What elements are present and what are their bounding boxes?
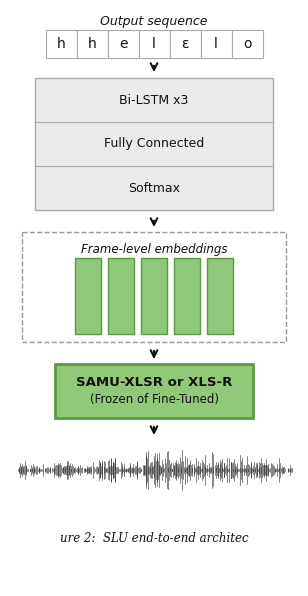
Bar (141, 258, 167, 334)
Bar (35, 78, 273, 210)
Text: h: h (57, 37, 65, 51)
Text: h: h (87, 37, 96, 51)
Bar (201, 30, 232, 58)
Text: ure 2:  SLU end-to-end architec: ure 2: SLU end-to-end architec (60, 532, 248, 545)
Text: ε: ε (181, 37, 189, 51)
Text: l: l (152, 37, 156, 51)
Bar (76, 30, 107, 58)
Bar (232, 30, 262, 58)
Text: l: l (214, 37, 218, 51)
Bar (107, 30, 139, 58)
Bar (22, 232, 286, 342)
Bar (75, 258, 101, 334)
Bar (55, 364, 253, 418)
Text: e: e (119, 37, 127, 51)
Text: SAMU-XLSR or XLS-R: SAMU-XLSR or XLS-R (76, 377, 232, 390)
Text: Softmax: Softmax (128, 182, 180, 194)
Bar (169, 30, 201, 58)
Text: Fully Connected: Fully Connected (104, 138, 204, 151)
Text: o: o (243, 37, 251, 51)
Bar (207, 258, 233, 334)
Text: Bi-LSTM x3: Bi-LSTM x3 (119, 94, 189, 107)
Text: Output sequence: Output sequence (100, 15, 208, 29)
Bar (46, 30, 76, 58)
Bar (108, 258, 134, 334)
Text: Frame-level embeddings: Frame-level embeddings (81, 243, 227, 256)
Bar (174, 258, 200, 334)
Text: (Frozen of Fine-Tuned): (Frozen of Fine-Tuned) (90, 393, 218, 406)
Bar (139, 30, 169, 58)
